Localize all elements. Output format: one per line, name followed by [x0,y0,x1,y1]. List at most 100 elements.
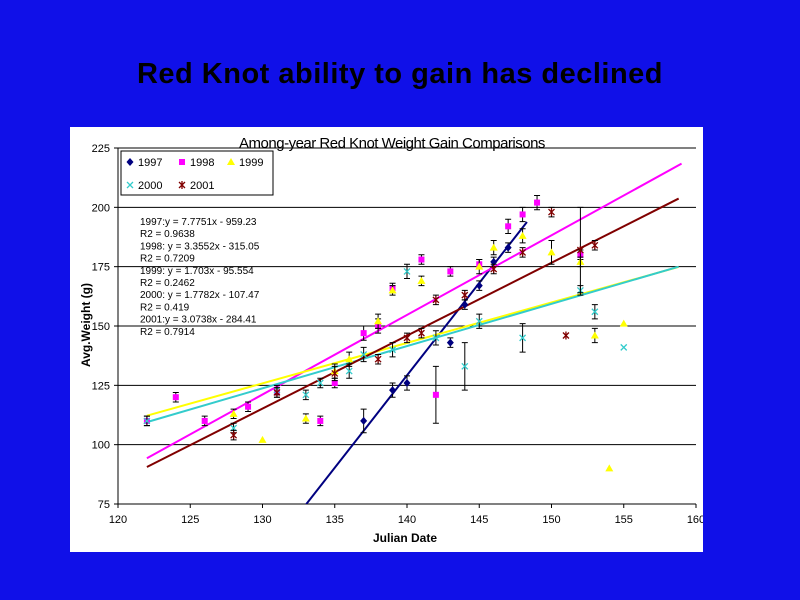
data-point [417,329,425,338]
data-point [489,243,498,251]
legend-marker-1999 [227,158,235,165]
equation-line: R2 = 0.7914 [140,327,195,338]
data-point [461,300,469,309]
grid-layer [118,147,696,505]
legend-label-1997: 1997 [138,157,162,169]
data-point [360,330,367,337]
data-point [576,246,584,255]
data-point [461,291,469,300]
legend-label-1998: 1998 [190,157,214,169]
equation-line: 1997:y = 7.7751x - 959.23 [140,217,257,228]
x-tick-label: 140 [398,514,416,526]
axis-layer: 75 100 125 150 175 200 225 120 125 130 135 140 145 15… [92,143,706,526]
data-point [143,417,151,425]
data-point [403,333,411,342]
equation-line: R2 = 0.2462 [140,278,195,289]
data-point [591,241,599,250]
legend: 1997 1998 1999 2000 2001 [120,150,274,196]
x-tick-label: 120 [109,514,127,526]
data-point [172,394,179,401]
data-point [519,211,526,218]
data-point [331,369,339,378]
data-point [331,379,338,386]
data-point [273,388,281,397]
data-point [504,243,512,252]
data-point [317,417,324,424]
data-point [302,391,310,399]
x-tick-label: 125 [181,514,199,526]
legend-label-2001: 2001 [190,180,214,192]
data-point [389,346,397,354]
equation-line: R2 = 0.9638 [140,229,195,240]
data-point [446,338,454,347]
data-point [562,331,570,340]
x-tick-label: 160 [687,514,703,526]
data-point [432,334,440,342]
x-tick-label: 130 [253,514,271,526]
data-point [432,295,440,304]
equation-line: 1999: y = 1.703x - 95.554 [140,266,254,277]
data-point [475,262,484,270]
chart-title: Among-year Red Knot Weight Gain Comparis… [239,135,545,152]
data-point [403,267,411,275]
equation-line: R2 = 0.419 [140,302,190,313]
data-point [345,367,353,375]
data-point [590,331,599,339]
data-point [418,256,425,263]
x-tick-label: 135 [326,514,344,526]
x-tick-label: 145 [470,514,488,526]
legend-label-1999: 1999 [239,157,263,169]
trend-line-2001 [146,197,680,468]
data-point [591,308,599,316]
data-point [490,265,498,274]
x-axis-label: Julian Date [373,531,437,545]
data-point [374,355,382,364]
data-point [201,417,208,424]
y-tick-label: 175 [92,262,110,274]
legend-label-2000: 2000 [138,180,162,192]
legend-marker-2001 [178,181,186,189]
data-point [518,231,527,239]
y-tick-label: 200 [92,202,110,214]
chart-frame: 75 100 125 150 175 200 225 120 125 130 135 140 145 15… [70,127,706,552]
data-point [258,435,267,443]
data-point [403,378,411,387]
data-point [360,351,368,358]
series-2001 [230,206,599,441]
y-tick-label: 75 [98,499,110,511]
series-points [143,194,628,472]
data-point [345,355,354,363]
x-tick-label: 155 [615,514,633,526]
data-point [388,286,397,294]
data-point [447,268,454,275]
equation-line: 1998: y = 3.3552x - 315.05 [140,241,260,252]
legend-marker-2000 [126,181,134,189]
data-point [389,386,397,395]
y-tick-label: 125 [92,380,110,392]
data-point [505,223,512,230]
series-1999 [229,228,628,472]
weight-gain-chart: 75 100 125 150 175 200 225 120 125 130 135 140 145 15… [79,135,706,545]
data-point [432,391,439,398]
equation-line: 2000: y = 1.7782x - 107.47 [140,290,260,301]
data-point [475,281,483,290]
legend-marker-1998 [179,159,185,165]
equation-line: 2001:y = 3.0738x - 284.41 [140,315,257,326]
data-point [374,317,383,325]
y-tick-label: 150 [92,321,110,333]
data-point [229,409,238,417]
data-point [245,403,252,410]
slide-title: Red Knot ability to gain has declined [136,58,664,90]
data-point [461,362,469,370]
equation-line: R2 = 0.7209 [140,254,195,265]
data-point [619,319,628,327]
data-point [360,416,368,425]
series-1998 [143,194,584,427]
data-point [519,334,527,342]
trend-lines [146,162,683,504]
trend-line-2000 [146,265,679,424]
y-axis-label: Avg.Weight (g) [79,283,93,367]
data-point [547,248,556,256]
data-point [417,276,426,284]
